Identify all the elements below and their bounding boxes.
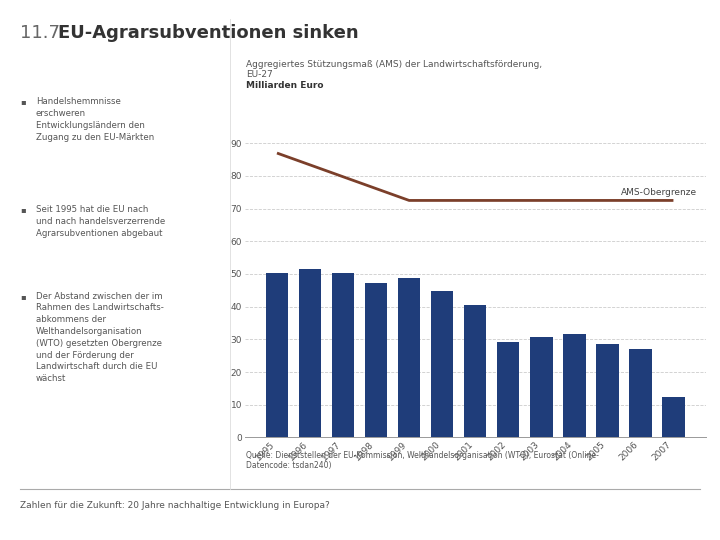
Bar <box>530 337 552 437</box>
Text: ▪: ▪ <box>20 97 26 106</box>
Text: EU-Agrarsubventionen sinken: EU-Agrarsubventionen sinken <box>58 24 359 42</box>
Text: Der Abstand zwischen der im
Rahmen des Landwirtschafts-
abkommens der
Welthandel: Der Abstand zwischen der im Rahmen des L… <box>36 292 164 383</box>
Text: Zahlen für die Zukunft: 20 Jahre nachhaltige Entwicklung in Europa?: Zahlen für die Zukunft: 20 Jahre nachhal… <box>20 501 330 510</box>
Bar <box>662 396 685 437</box>
Text: EU-27: EU-27 <box>246 70 273 79</box>
Text: Aggregiertes Stützungsmaß (AMS) der Landwirtschaftsförderung,: Aggregiertes Stützungsmaß (AMS) der Land… <box>246 60 542 70</box>
Bar <box>332 273 354 437</box>
Bar <box>431 291 454 437</box>
Text: Quelle: Dienststellen der EU-Kommission, Welthandelsorganisation (WTO), Eurostat: Quelle: Dienststellen der EU-Kommission,… <box>246 451 599 470</box>
Bar <box>596 345 618 437</box>
Bar <box>398 278 420 437</box>
Bar <box>266 273 288 437</box>
Bar <box>563 334 585 437</box>
Text: Seit 1995 hat die EU nach
und nach handelsverzerrende
Agrarsubventionen abgebaut: Seit 1995 hat die EU nach und nach hande… <box>36 205 166 238</box>
Bar <box>365 283 387 437</box>
Text: ▪: ▪ <box>20 292 26 301</box>
Text: ▪: ▪ <box>20 205 26 214</box>
Bar <box>497 342 519 437</box>
Bar <box>299 269 321 437</box>
Text: AMS-Obergrenze: AMS-Obergrenze <box>621 188 696 197</box>
Bar <box>629 349 652 437</box>
Text: Handelshemmnisse
erschweren
Entwicklungsländern den
Zugang zu den EU-Märkten: Handelshemmnisse erschweren Entwicklungs… <box>36 97 154 141</box>
Text: 11.7: 11.7 <box>20 24 66 42</box>
Text: Milliarden Euro: Milliarden Euro <box>246 81 324 90</box>
Bar <box>464 305 487 437</box>
